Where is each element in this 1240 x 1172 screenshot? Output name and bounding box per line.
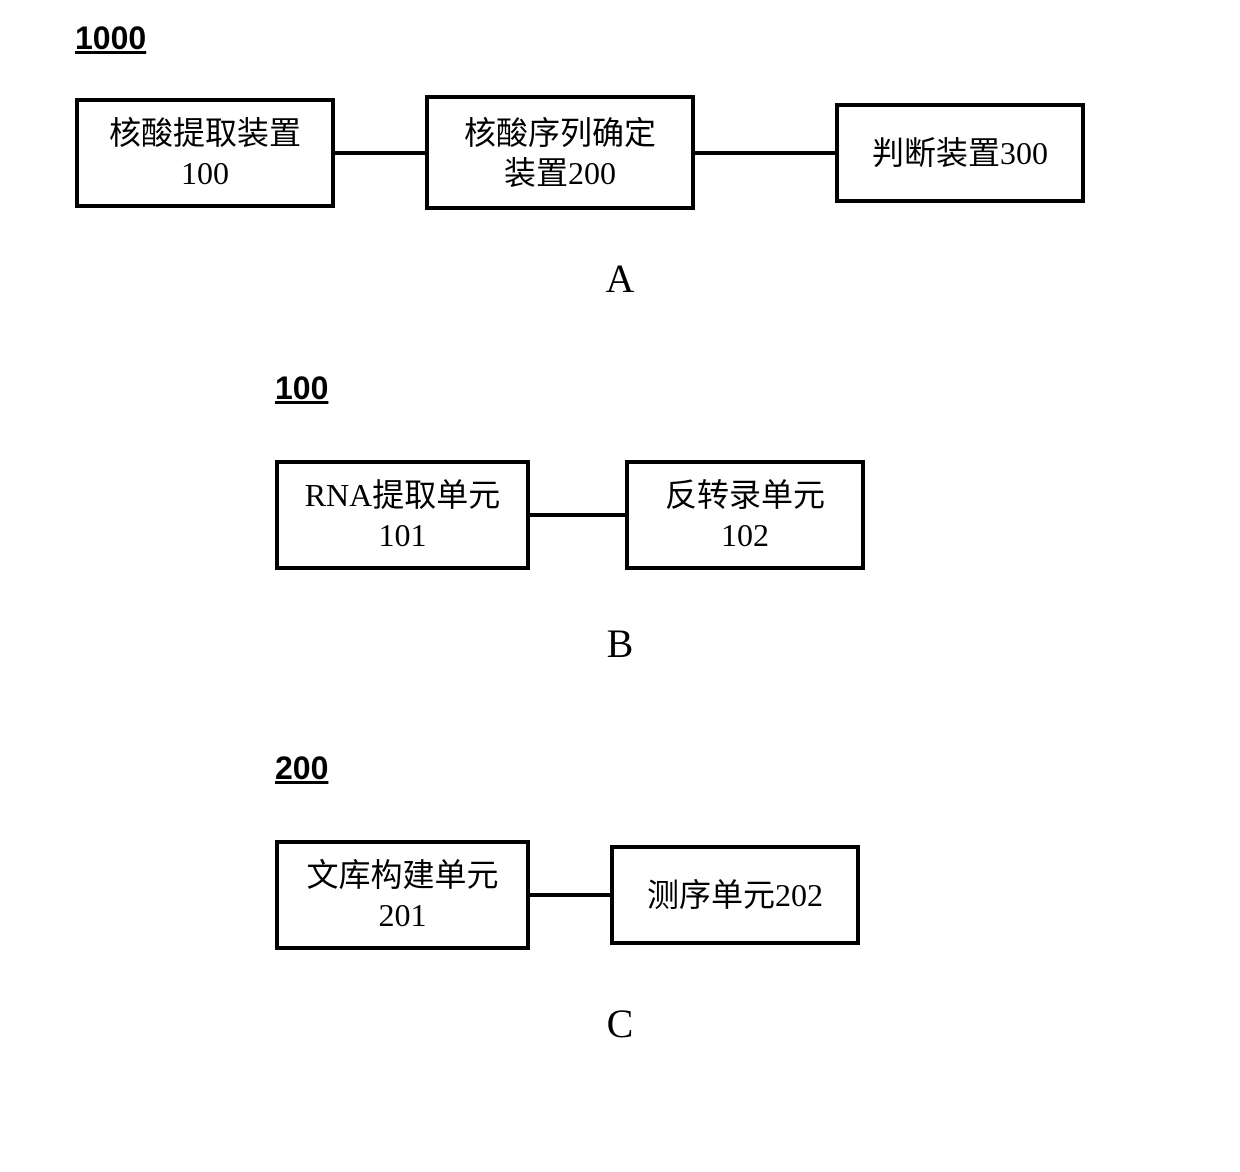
- box-text: RNA提取单元: [305, 475, 501, 515]
- group-b-label: 100: [275, 370, 328, 407]
- section-c-label: C: [607, 1000, 634, 1047]
- connector: [530, 893, 610, 897]
- group-c-label: 200: [275, 750, 328, 787]
- box-text: 装置200: [504, 153, 616, 193]
- box-rna-extract: RNA提取单元 101: [275, 460, 530, 570]
- group-c-row: 文库构建单元 201 测序单元202: [275, 840, 860, 950]
- group-a-label: 1000: [75, 20, 146, 57]
- connector: [335, 151, 425, 155]
- box-library-build: 文库构建单元 201: [275, 840, 530, 950]
- section-b-label: B: [607, 620, 634, 667]
- connector: [695, 151, 835, 155]
- box-text: 测序单元202: [647, 875, 823, 915]
- connector: [530, 513, 625, 517]
- box-judge: 判断装置300: [835, 103, 1085, 203]
- group-a-row: 核酸提取装置 100 核酸序列确定 装置200 判断装置300: [75, 95, 1085, 210]
- box-text: 判断装置300: [872, 133, 1048, 173]
- group-b-row: RNA提取单元 101 反转录单元 102: [275, 460, 865, 570]
- box-sequencing: 测序单元202: [610, 845, 860, 945]
- box-text: 核酸序列确定: [464, 113, 656, 153]
- section-a-label: A: [606, 255, 635, 302]
- box-text: 101: [379, 515, 427, 555]
- box-text: 102: [721, 515, 769, 555]
- box-nucleic-acid-extract: 核酸提取装置 100: [75, 98, 335, 208]
- box-text: 文库构建单元: [306, 855, 498, 895]
- box-text: 核酸提取装置: [109, 113, 301, 153]
- box-text: 反转录单元: [665, 475, 825, 515]
- box-text: 201: [379, 895, 427, 935]
- box-nucleic-acid-sequence: 核酸序列确定 装置200: [425, 95, 695, 210]
- box-reverse-transcript: 反转录单元 102: [625, 460, 865, 570]
- box-text: 100: [181, 153, 229, 193]
